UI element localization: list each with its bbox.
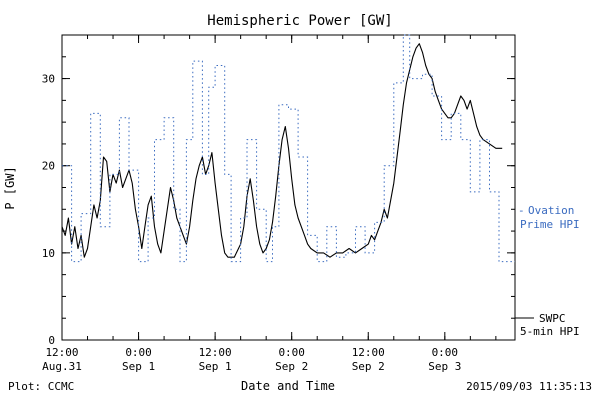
ovation-legend-marker: - [518, 204, 525, 217]
x-tick-date-label: Sep 2 [352, 360, 385, 373]
x-tick-time-label: 0:00 [432, 346, 459, 359]
chart-title: Hemispheric Power [GW] [207, 13, 392, 29]
swpc-legend-line2: 5-min HPI [520, 325, 580, 338]
ovation-legend-line1: Ovation [528, 204, 574, 217]
swpc-legend-line1: SWPC [539, 312, 566, 325]
x-tick-time-label: 12:00 [45, 346, 78, 359]
x-tick-date-label: Sep 2 [275, 360, 308, 373]
x-tick-date-label: Sep 3 [428, 360, 461, 373]
x-tick-time-label: 0:00 [278, 346, 305, 359]
x-tick-date-label: Aug.31 [42, 360, 82, 373]
footer-timestamp: 2015/09/03 11:35:13 [466, 380, 592, 393]
x-axis-label: Date and Time [241, 379, 335, 393]
y-tick-label: 20 [42, 160, 55, 173]
y-axis-label: P [GW] [3, 166, 17, 209]
x-tick-time-label: 12:00 [199, 346, 232, 359]
x-tick-date-label: Sep 1 [199, 360, 232, 373]
x-tick-time-label: 12:00 [352, 346, 385, 359]
plot-frame [61, 34, 516, 341]
ovation-legend-line2: Prime HPI [520, 218, 580, 231]
y-tick-label: 10 [42, 247, 55, 260]
x-tick-time-label: 0:00 [125, 346, 152, 359]
x-tick-date-label: Sep 1 [122, 360, 155, 373]
footer-plot-source: Plot: CCMC [8, 380, 74, 393]
swpc-series-line [61, 43, 503, 258]
legend-ovation: - Ovation Prime HPI [518, 204, 580, 231]
legend-swpc: SWPC 5-min HPI [515, 312, 580, 338]
y-tick-label: 30 [42, 73, 55, 86]
y-tick-label: 0 [48, 334, 55, 347]
